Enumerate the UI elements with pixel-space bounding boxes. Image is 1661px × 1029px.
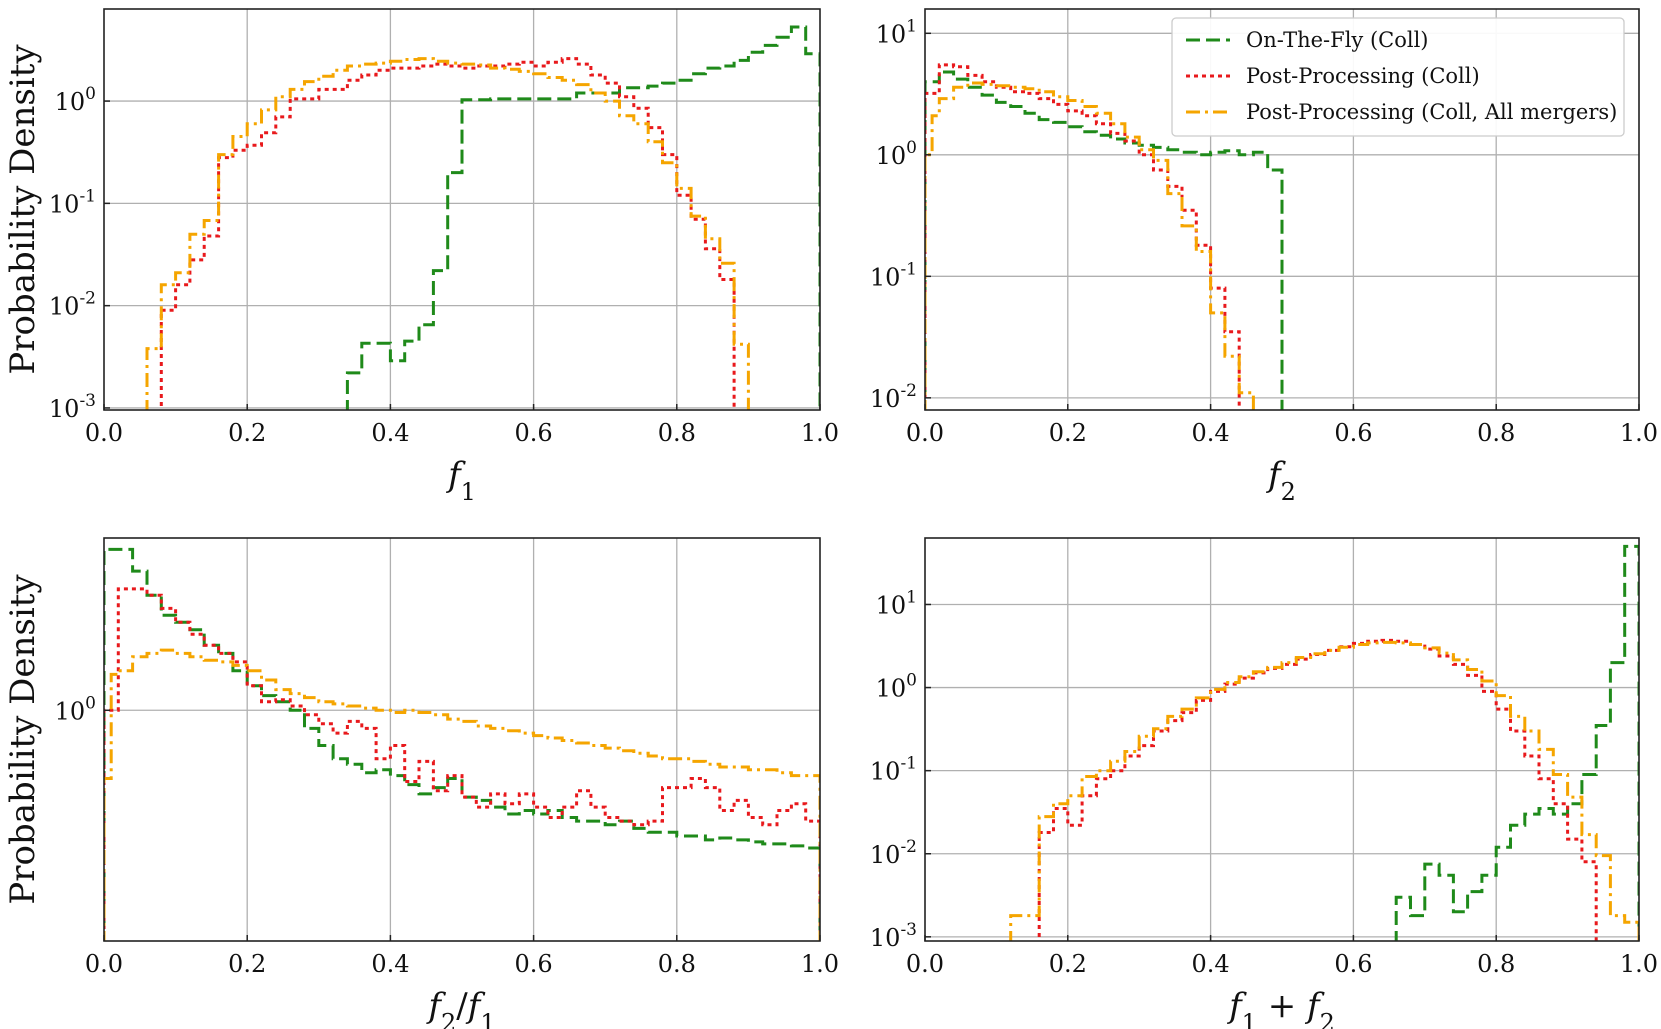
x-axis-label-sub2: 1 [480,1009,495,1029]
plot-frame [103,537,821,942]
x-tick-label: 0.2 [1049,950,1087,978]
y-tick-label: 100 [876,671,917,703]
panel-f1: 0.0 0.2 0.4 0.6 0.8 1.0 100 10-1 10-2 10-3 Probab… [3,8,839,506]
series-line-otf [345,25,820,410]
x-tick-label: 0.8 [1477,419,1515,447]
panel-ratio: 0.0 0.2 0.4 0.6 0.8 1.0 100 Probability Densit… [3,537,839,1029]
x-tick-label: 0.6 [1334,419,1372,447]
x-tick-label: 1.0 [1620,419,1658,447]
legend: On-The-Fly (Coll) Post-Processing (Coll) P… [1171,17,1625,137]
x-tick-label: 1.0 [801,419,839,447]
x-tick-label: 0.2 [228,419,266,447]
x-tick-label: 0.4 [371,419,409,447]
x-axis-label: f1 [445,455,476,506]
y-tick-label: 10-3 [49,391,96,423]
y-tick-label: 10-1 [870,754,917,786]
legend-label-pp: Post-Processing (Coll) [1246,64,1480,88]
x-tick-label: 0.6 [1334,950,1372,978]
x-tick-label: 0.0 [85,419,123,447]
series-line-pp [159,57,736,410]
legend-label-ppall: Post-Processing (Coll, All mergers) [1246,100,1617,124]
x-tick-label: 0.6 [515,419,553,447]
y-tick-label: 100 [55,84,96,116]
y-tick-label: 10-1 [49,186,96,218]
x-axis-label: f1 + f2 [1226,986,1335,1029]
x-tick-label: 1.0 [1620,950,1658,978]
panel-sum: 0.0 0.2 0.4 0.6 0.8 1.0 101 100 10-1 10-2 10-3 f1 … [870,537,1658,1029]
panel-f2: 0.0 0.2 0.4 0.6 0.8 1.0 101 100 10-1 10-2 f2 On-T… [870,8,1658,506]
x-axis-label: f2 [1265,455,1296,506]
x-tick-label: 0.4 [1192,950,1230,978]
x-axis-label-sub: 1 [1242,1009,1257,1029]
x-tick-label: 0.0 [906,950,944,978]
x-axis-label-sub: 1 [461,478,476,506]
x-axis-label-mid: + [1257,986,1307,1026]
x-tick-label: 0.8 [658,419,696,447]
x-tick-label: 1.0 [801,950,839,978]
series-line-otf [925,70,1284,410]
series-line-pp [1037,638,1598,941]
x-tick-label: 0.4 [371,950,409,978]
x-axis-label: f2/f1 [425,986,495,1029]
series-line-otf [1394,544,1639,941]
y-tick-label: 10-2 [870,381,917,413]
legend-box [1171,17,1625,137]
series-line-otf [104,547,820,941]
x-tick-label: 0.0 [906,419,944,447]
x-tick-label: 0.8 [1477,950,1515,978]
series-line-ppall [104,648,820,941]
y-tick-label: 100 [876,138,917,170]
series-line-ppall [1009,640,1639,941]
y-tick-label: 10-3 [870,920,917,952]
plot-frame [103,8,821,411]
x-tick-label: 0.2 [228,950,266,978]
y-tick-label: 100 [55,693,96,725]
series-line-pp [925,63,1241,410]
y-axis-label: Probability Density [3,574,43,905]
series-line-ppall [925,81,1255,410]
y-tick-label: 10-2 [870,837,917,869]
series-line-pp [104,587,820,941]
x-tick-label: 0.0 [85,950,123,978]
plot-frame [924,8,1640,411]
x-tick-label: 0.6 [515,950,553,978]
y-tick-label: 101 [876,16,917,48]
x-tick-label: 0.2 [1049,419,1087,447]
x-axis-label-mid: / [456,986,468,1026]
legend-label-otf: On-The-Fly (Coll) [1246,28,1429,52]
x-tick-label: 0.4 [1192,419,1230,447]
x-axis-label-sub: 2 [1281,478,1296,506]
x-tick-label: 0.8 [658,950,696,978]
y-tick-label: 10-2 [49,289,96,321]
y-tick-label: 101 [876,587,917,619]
series-line-ppall [145,57,750,410]
plot-frame [924,537,1640,942]
x-axis-label-sub: 2 [441,1009,456,1029]
y-axis-label: Probability Density [3,44,43,375]
y-tick-label: 10-1 [870,259,917,291]
x-axis-label-sub2: 2 [1320,1009,1335,1029]
